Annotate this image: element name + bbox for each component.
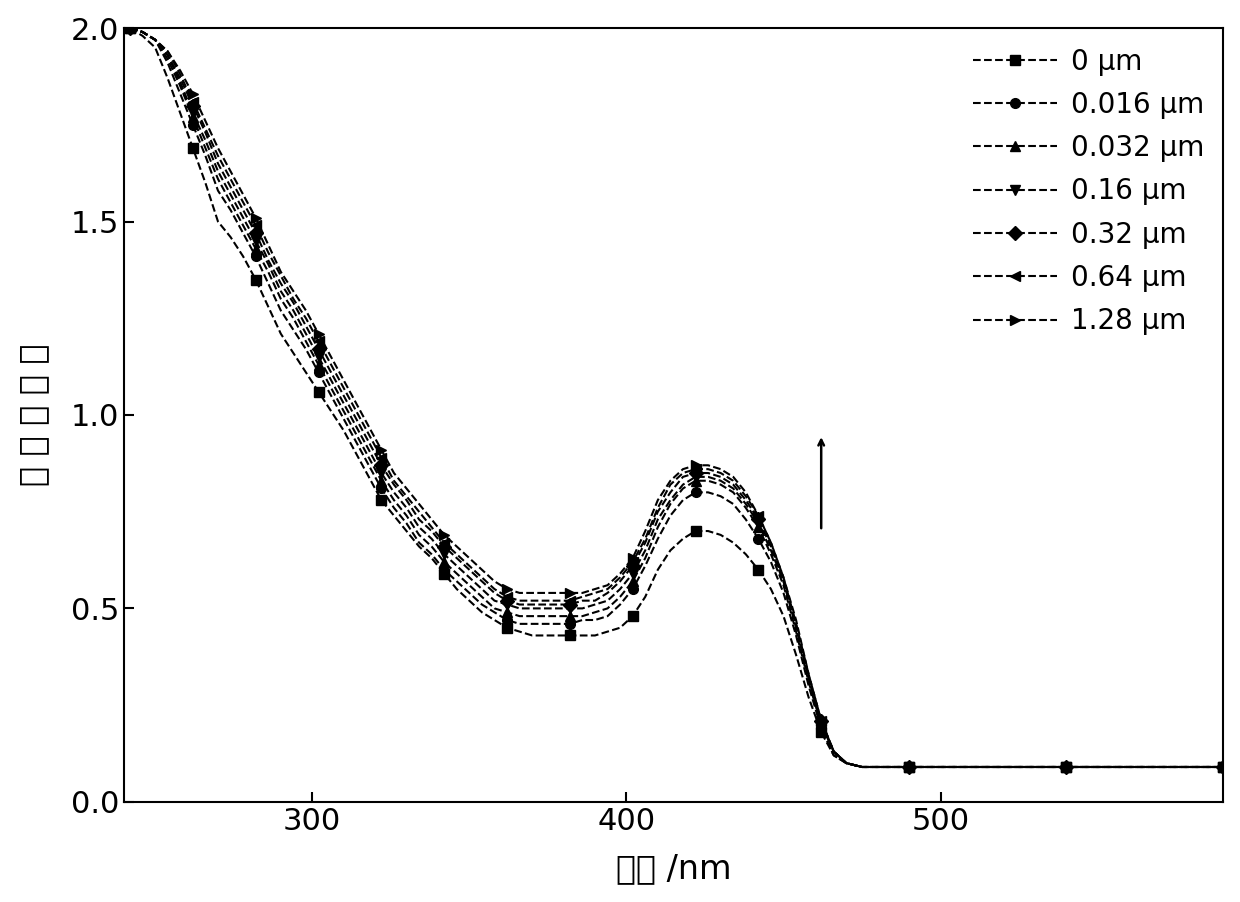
Y-axis label: 紫 外 吸 强 度: 紫 外 吸 强 度: [16, 344, 50, 486]
0.016 μm: [374, 483, 389, 494]
0.016 μm: [789, 630, 804, 641]
0.32 μm: [374, 460, 389, 471]
Line: 0.32 μm: 0.32 μm: [125, 23, 1228, 772]
1.28 μm: [651, 494, 666, 505]
Legend: 0 μm, 0.016 μm, 0.032 μm, 0.16 μm, 0.32 μm, 0.64 μm, 1.28 μm: 0 μm, 0.016 μm, 0.032 μm, 0.16 μm, 0.32 …: [962, 36, 1215, 346]
0 μm: [549, 630, 564, 641]
0.016 μm: [148, 34, 162, 45]
0.32 μm: [1216, 761, 1231, 772]
0.032 μm: [148, 34, 162, 45]
0.032 μm: [123, 23, 138, 33]
1.28 μm: [123, 23, 138, 33]
0 μm: [651, 565, 666, 575]
0.32 μm: [854, 761, 869, 772]
0.64 μm: [854, 761, 869, 772]
X-axis label: 波长 /nm: 波长 /nm: [616, 852, 732, 886]
0.032 μm: [651, 521, 666, 532]
0.32 μm: [549, 599, 564, 610]
0.032 μm: [1122, 761, 1137, 772]
0.032 μm: [374, 475, 389, 486]
0.16 μm: [1216, 761, 1231, 772]
0 μm: [854, 761, 869, 772]
0.16 μm: [789, 622, 804, 633]
0.32 μm: [789, 619, 804, 630]
0 μm: [1122, 761, 1137, 772]
0.64 μm: [374, 452, 389, 463]
0.32 μm: [651, 506, 666, 517]
0.016 μm: [549, 619, 564, 630]
0.016 μm: [1216, 761, 1231, 772]
0.016 μm: [123, 23, 138, 33]
Line: 1.28 μm: 1.28 μm: [125, 23, 1228, 772]
1.28 μm: [374, 445, 389, 456]
0.64 μm: [789, 619, 804, 630]
1.28 μm: [854, 761, 869, 772]
0.64 μm: [123, 23, 138, 33]
0.16 μm: [854, 761, 869, 772]
0.016 μm: [1122, 761, 1137, 772]
0.16 μm: [374, 467, 389, 478]
0 μm: [123, 23, 138, 33]
0.64 μm: [1216, 761, 1231, 772]
0.016 μm: [854, 761, 869, 772]
0 μm: [789, 649, 804, 660]
0.64 μm: [549, 595, 564, 606]
1.28 μm: [549, 587, 564, 598]
0.32 μm: [123, 23, 138, 33]
0.16 μm: [549, 603, 564, 613]
0.64 μm: [1122, 761, 1137, 772]
1.28 μm: [789, 614, 804, 625]
1.28 μm: [148, 34, 162, 45]
0.16 μm: [1122, 761, 1137, 772]
0 μm: [1216, 761, 1231, 772]
0.16 μm: [123, 23, 138, 33]
0.032 μm: [549, 611, 564, 621]
0.032 μm: [854, 761, 869, 772]
0.32 μm: [148, 34, 162, 45]
0 μm: [374, 494, 389, 505]
0.16 μm: [148, 34, 162, 45]
Line: 0.016 μm: 0.016 μm: [125, 23, 1228, 772]
0.32 μm: [1122, 761, 1137, 772]
0 μm: [148, 42, 162, 53]
1.28 μm: [1216, 761, 1231, 772]
0.16 μm: [651, 514, 666, 525]
0.64 μm: [651, 502, 666, 513]
0.016 μm: [651, 533, 666, 544]
0.032 μm: [789, 626, 804, 637]
0.64 μm: [148, 34, 162, 45]
0.032 μm: [1216, 761, 1231, 772]
Line: 0.032 μm: 0.032 μm: [125, 23, 1228, 772]
Line: 0.64 μm: 0.64 μm: [125, 23, 1228, 772]
Line: 0 μm: 0 μm: [125, 23, 1228, 772]
1.28 μm: [1122, 761, 1137, 772]
Line: 0.16 μm: 0.16 μm: [125, 23, 1228, 772]
